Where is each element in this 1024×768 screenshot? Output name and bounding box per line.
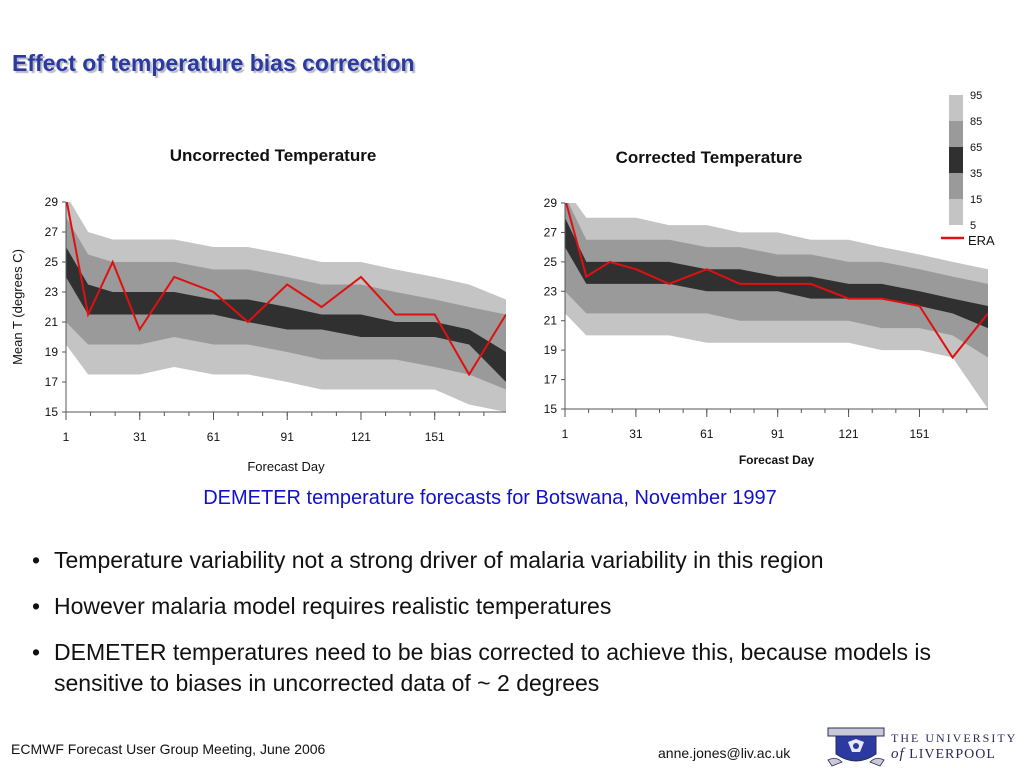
bullet-item: Temperature variability not a strong dri…: [32, 545, 1017, 576]
era-line: [565, 203, 988, 360]
x-tick-label: 31: [629, 427, 643, 441]
y-tick-label: 25: [45, 255, 59, 269]
x-axis-label: Forecast Day: [247, 459, 325, 474]
university-name: LIVERPOOL: [909, 747, 996, 762]
y-tick-label: 17: [45, 375, 59, 389]
slide-title: Effect of temperature bias correction: [12, 50, 415, 76]
y-tick-label: 27: [544, 225, 558, 239]
chart-title: Uncorrected Temperature: [170, 146, 377, 165]
university-crest-icon: [827, 727, 885, 767]
y-tick-label: 19: [45, 345, 59, 359]
x-tick-label: 91: [771, 427, 785, 441]
legend-era-label: ERA: [968, 233, 995, 248]
legend-level-label: 5: [970, 220, 976, 232]
y-tick-label: 21: [544, 314, 558, 328]
university-line-1: THE UNIVERSITY: [891, 731, 1018, 745]
y-tick-label: 25: [544, 255, 558, 269]
meeting-footer: ECMWF Forecast User Group Meeting, June …: [11, 741, 326, 757]
y-tick-label: 19: [544, 343, 558, 357]
y-axis-label: Mean T (degrees C): [10, 249, 25, 365]
era-line: [66, 202, 506, 377]
x-tick-label: 151: [909, 427, 929, 441]
band-layer: [66, 202, 506, 412]
y-tick-label: 23: [544, 284, 558, 298]
bullet-list: Temperature variability not a strong dri…: [32, 545, 1017, 714]
y-tick-label: 15: [544, 402, 558, 416]
bullet-item: However malaria model requires realistic…: [32, 591, 1017, 622]
university-wordmark: THE UNIVERSITY of LIVERPOOL: [891, 731, 1017, 763]
x-tick-label: 31: [133, 430, 147, 444]
legend-swatch: [949, 121, 963, 147]
bullet-item: DEMETER temperatures need to be bias cor…: [32, 637, 1017, 699]
y-tick-label: 15: [45, 405, 59, 419]
author-email: anne.jones@liv.ac.uk: [658, 745, 791, 761]
x-tick-label: 121: [839, 427, 859, 441]
band-layer: [565, 203, 988, 409]
y-tick-label: 29: [45, 195, 59, 209]
university-line-2: of LIVERPOOL: [891, 746, 1017, 763]
legend-level-label: 15: [970, 194, 982, 206]
legend-level-label: 95: [970, 90, 982, 102]
band-35-65: [66, 247, 506, 382]
y-tick-label: 23: [45, 285, 59, 299]
legend-level-label: 35: [970, 168, 982, 180]
x-tick-label: 1: [562, 427, 569, 441]
y-tick-label: 17: [544, 373, 558, 387]
x-tick-label: 91: [281, 430, 295, 444]
y-tick-label: 27: [45, 225, 59, 239]
x-axis-label: Forecast Day: [739, 453, 815, 467]
x-tick-label: 1: [63, 430, 70, 444]
y-tick-label: 29: [544, 196, 558, 210]
figure-caption: DEMETER temperature forecasts for Botswa…: [203, 487, 777, 509]
x-tick-label: 151: [425, 430, 445, 444]
legend-swatch: [949, 173, 963, 199]
x-tick-label: 61: [700, 427, 714, 441]
legend-swatch: [949, 147, 963, 173]
legend-swatch: [949, 95, 963, 121]
y-tick-label: 21: [45, 315, 59, 329]
legend-level-label: 65: [970, 142, 982, 154]
legend-level-label: 85: [970, 116, 982, 128]
x-tick-label: 61: [207, 430, 221, 444]
legend-swatch: [949, 199, 963, 225]
chart-title: Corrected Temperature: [616, 148, 803, 167]
x-tick-label: 121: [351, 430, 371, 444]
university-of: of: [891, 746, 905, 762]
band-15-85: [66, 217, 506, 390]
band-35-65: [565, 217, 988, 329]
